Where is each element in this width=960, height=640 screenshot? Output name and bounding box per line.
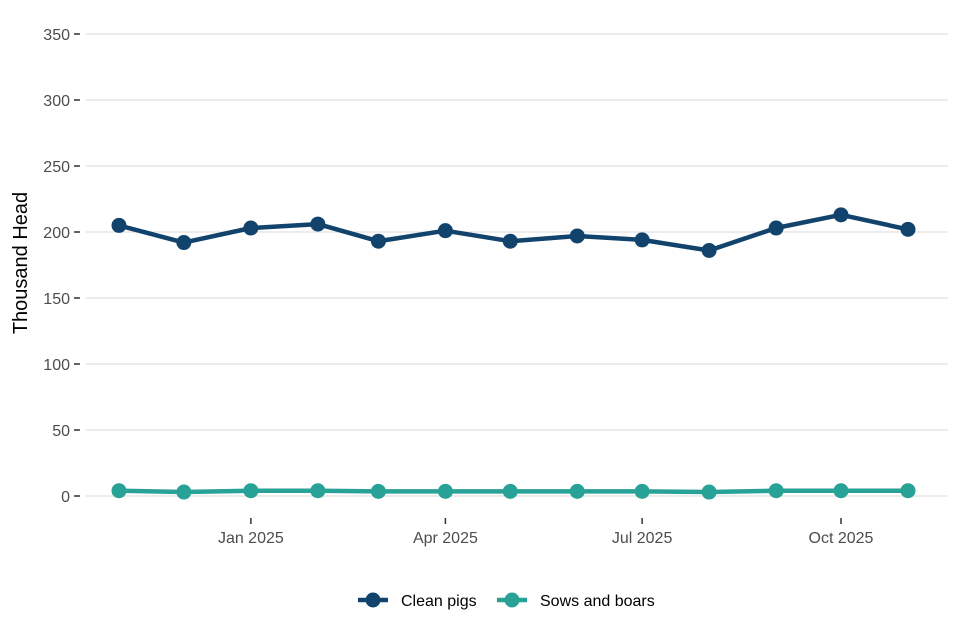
y-tick-label: 350 [43, 27, 70, 44]
data-point [900, 221, 916, 237]
data-point [437, 483, 453, 499]
data-point [569, 483, 585, 499]
x-tick-label: Oct 2025 [809, 530, 874, 547]
data-point [502, 233, 518, 249]
legend-marker [365, 592, 381, 608]
legend-marker [504, 592, 520, 608]
legend: Clean pigs Sows and boars [358, 592, 655, 610]
data-point [111, 483, 127, 499]
y-axis-title: Thousand Head [10, 192, 32, 334]
legend-item: Clean pigs [358, 592, 477, 610]
x-axis: Jan 2025 Apr 2025 Jul 2025 Oct 2025 [218, 518, 874, 547]
x-tick-label: Apr 2025 [413, 530, 478, 547]
legend-label: Clean pigs [401, 593, 477, 610]
y-tick-label: 300 [43, 93, 70, 110]
y-tick-label: 0 [61, 489, 70, 506]
data-point [768, 483, 784, 499]
data-point [310, 216, 326, 232]
x-tick-label: Jul 2025 [612, 530, 673, 547]
y-tick-label: 150 [43, 291, 70, 308]
y-tick-label: 200 [43, 225, 70, 242]
legend-label: Sows and boars [540, 593, 655, 610]
y-tick-label: 250 [43, 159, 70, 176]
data-point [701, 242, 717, 258]
data-point [243, 220, 259, 236]
data-point [176, 235, 192, 251]
data-point [701, 484, 717, 500]
data-point [310, 483, 326, 499]
data-point [176, 484, 192, 500]
data-point [900, 483, 916, 499]
data-point [768, 220, 784, 236]
y-tick-label: 100 [43, 357, 70, 374]
data-point [634, 483, 650, 499]
x-tick-label: Jan 2025 [218, 530, 284, 547]
gridlines [86, 33, 948, 497]
series-clean-pigs [111, 207, 916, 258]
data-point [833, 207, 849, 223]
data-point [833, 483, 849, 499]
series-layer [111, 207, 916, 500]
data-point [437, 223, 453, 239]
y-axis: 0 50 100 150 200 250 300 350 [43, 27, 80, 506]
data-point [370, 233, 386, 249]
data-point [502, 483, 518, 499]
data-point [370, 483, 386, 499]
data-point [111, 217, 127, 233]
data-point [569, 228, 585, 244]
data-point [243, 483, 259, 499]
legend-item: Sows and boars [497, 592, 655, 610]
y-tick-label: 50 [52, 423, 70, 440]
data-point [634, 232, 650, 248]
series-sows-and-boars [111, 483, 916, 500]
